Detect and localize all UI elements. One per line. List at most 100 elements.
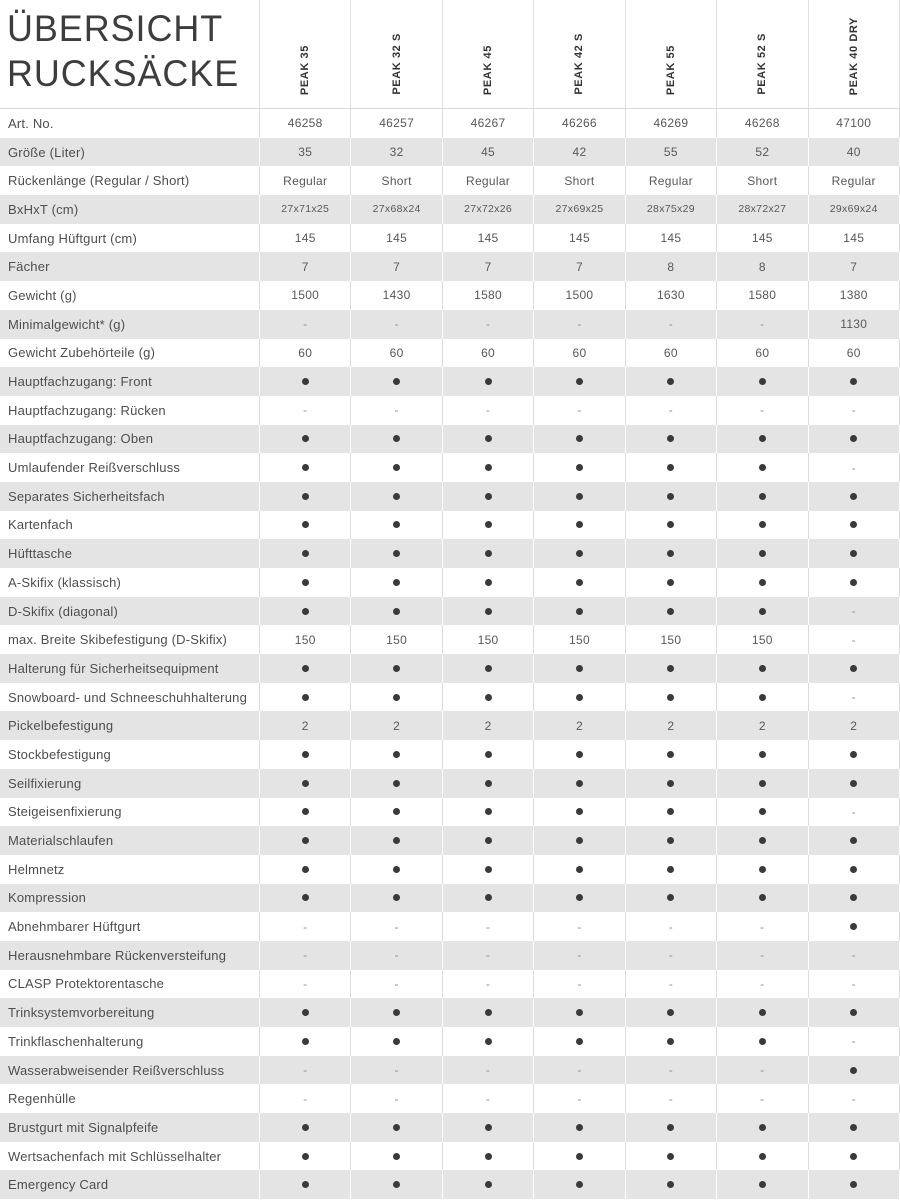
feature-dot-icon — [484, 1152, 492, 1160]
feature-dot-icon — [850, 779, 858, 787]
feature-dash: - — [485, 1091, 491, 1106]
cell-value: - — [807, 969, 900, 999]
cell-value: 60 — [533, 338, 624, 368]
cell-text: 52 — [755, 145, 770, 160]
row-label: Minimalgewicht* (g) — [8, 316, 126, 332]
cell-value: - — [807, 453, 900, 482]
cell-text: 32 — [389, 145, 404, 160]
table-row: Separates Sicherheitsfach — [0, 481, 900, 511]
cell-value: - — [624, 1055, 716, 1085]
cell-value — [533, 1170, 624, 1200]
cell-text: 2 — [850, 718, 858, 733]
cell-text: 2 — [667, 718, 675, 733]
cell-value: 40 — [807, 137, 900, 167]
cell-value: 145 — [533, 223, 624, 253]
row-label: Wertsachenfach mit Schlüsselhalter — [8, 1148, 222, 1164]
feature-dot-icon — [484, 750, 492, 758]
cell-value — [350, 797, 441, 827]
cell-value: 145 — [716, 223, 807, 253]
feature-dot-icon — [850, 923, 858, 931]
cell-text: 28x72x27 — [738, 203, 787, 216]
feature-dot-icon — [850, 1066, 858, 1074]
feature-dot-icon — [667, 1152, 675, 1160]
feature-dash: - — [394, 1063, 399, 1078]
cell-value: 60 — [624, 338, 716, 368]
cell-value: 8 — [716, 252, 807, 282]
cell-value — [350, 367, 441, 396]
row-label: D-Skifix (diagonal) — [8, 603, 119, 619]
cell-value — [441, 424, 533, 454]
feature-dot-icon — [393, 607, 401, 615]
cell-value — [259, 1113, 350, 1142]
cell-value — [350, 768, 441, 798]
cell-value — [441, 1113, 533, 1142]
feature-dot-icon — [575, 492, 583, 500]
cell-value — [716, 883, 807, 913]
cell-value — [807, 481, 900, 511]
table-row: Kompression — [0, 883, 900, 913]
cell-value — [807, 740, 900, 769]
cell-value — [350, 568, 441, 597]
cell-value — [716, 1141, 807, 1171]
feature-dash: - — [668, 919, 674, 934]
cell-text: 145 — [294, 231, 316, 246]
cell-text: 46269 — [653, 116, 689, 131]
cell-value: - — [807, 596, 900, 626]
row-label: Gewicht (g) — [8, 287, 77, 303]
row-label: Hauptfachzugang: Oben — [8, 431, 154, 447]
feature-dot-icon — [575, 521, 583, 529]
feature-dot-icon — [393, 378, 401, 386]
cell-text: 2 — [575, 718, 583, 733]
row-label: Pickelbefestigung — [8, 718, 114, 734]
row-label: Seilfixierung — [8, 775, 82, 791]
feature-dot-icon — [850, 521, 858, 529]
cell-value: - — [716, 940, 807, 970]
cell-value: - — [716, 1055, 807, 1085]
table-row: Stockbefestigung — [0, 740, 900, 769]
cell-text: 1130 — [840, 317, 868, 332]
cell-text: 1580 — [474, 288, 502, 303]
row-label: max. Breite Skibefestigung (D-Skifix) — [8, 632, 228, 648]
cell-value — [441, 568, 533, 597]
cell-text: 7 — [393, 259, 401, 274]
cell-value: 2 — [350, 711, 441, 741]
table-row: Seilfixierung — [0, 768, 900, 798]
cell-text: 7 — [301, 259, 309, 274]
feature-dot-icon — [758, 1152, 766, 1160]
feature-dot-icon — [575, 865, 583, 873]
feature-dot-icon — [393, 550, 401, 558]
cell-value — [259, 854, 350, 884]
feature-dot-icon — [758, 1037, 766, 1045]
feature-dot-icon — [758, 1181, 766, 1189]
cell-value: 46257 — [350, 109, 441, 138]
cell-text: 2 — [484, 718, 492, 733]
column-header-label: PEAK 45 — [482, 44, 495, 95]
cell-text: 45 — [481, 145, 496, 160]
table-row: Umfang Hüftgurt (cm) 145 145 145 145 145 145 14… — [0, 223, 900, 253]
table-row: D-Skifix (diagonal) - — [0, 596, 900, 626]
feature-dash: - — [303, 919, 308, 934]
cell-text: 145 — [843, 231, 865, 246]
cell-value — [533, 596, 624, 626]
cell-value — [259, 568, 350, 597]
feature-dot-icon — [758, 779, 766, 787]
table-row: Halterung für Sicherheitsequipment — [0, 654, 900, 683]
cell-value: - — [533, 940, 624, 970]
feature-dot-icon — [850, 578, 858, 586]
cell-value — [350, 1170, 441, 1200]
cell-value — [807, 367, 900, 396]
cell-value — [350, 1113, 441, 1142]
cell-value — [259, 797, 350, 827]
cell-value — [441, 797, 533, 827]
cell-text: Regular — [648, 173, 693, 188]
feature-dot-icon — [301, 492, 309, 500]
cell-value — [259, 768, 350, 798]
feature-dash: - — [851, 403, 856, 418]
feature-dot-icon — [758, 550, 766, 558]
cell-value: Regular — [259, 166, 350, 196]
cell-value: 60 — [441, 338, 533, 368]
cell-value: - — [716, 309, 807, 339]
table-row: Gewicht (g) 1500 1430 1580 1500 1630 1580 1380 — [0, 281, 900, 310]
table-row: Pickelbefestigung 2 2 2 2 2 2 2 — [0, 711, 900, 741]
feature-dash: - — [668, 948, 674, 963]
